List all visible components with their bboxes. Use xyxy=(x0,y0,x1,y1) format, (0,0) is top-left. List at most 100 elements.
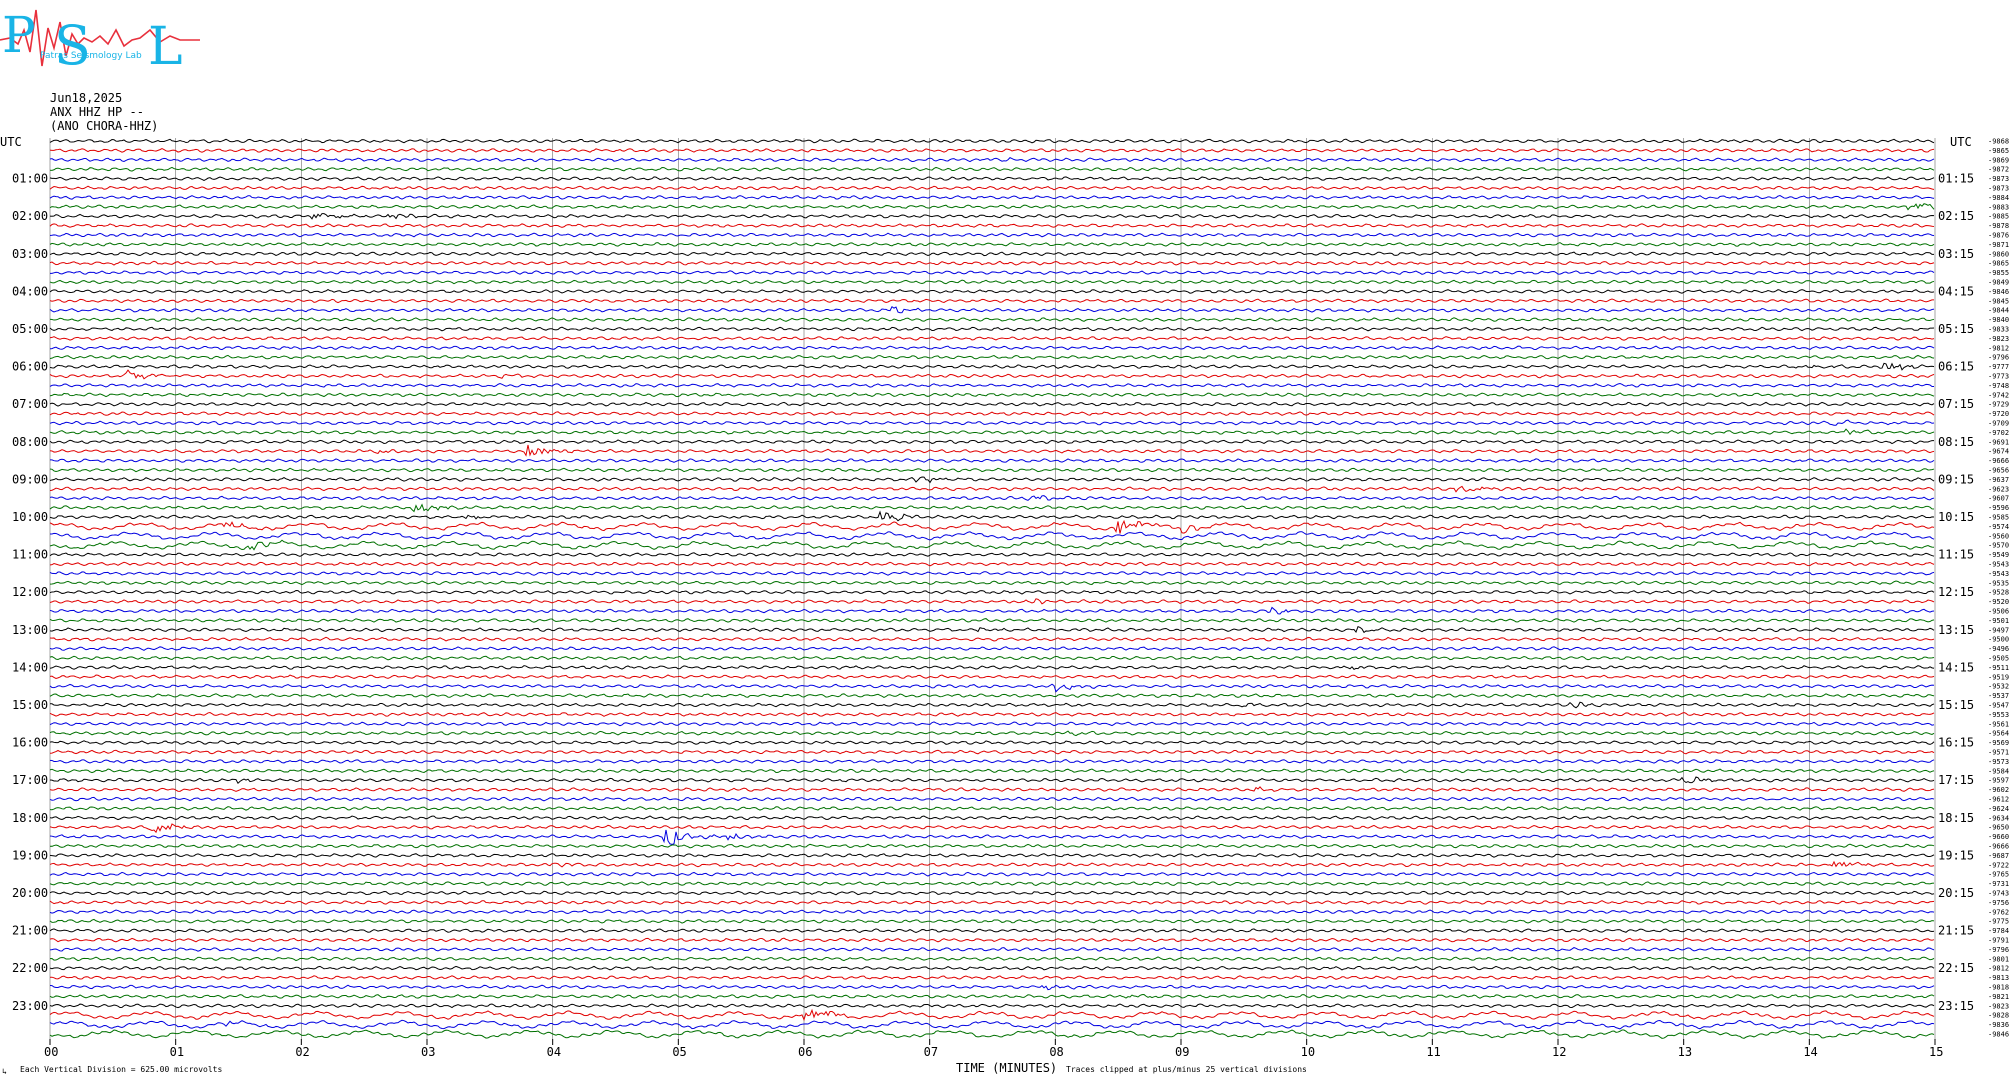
trace-value-label: -9756 xyxy=(1988,899,2009,907)
trace-value-label: -9571 xyxy=(1988,749,2009,757)
trace-value-label: -9505 xyxy=(1988,655,2009,663)
trace-value-label: -9860 xyxy=(1988,250,2009,258)
trace-value-label: -9821 xyxy=(1988,993,2009,1001)
trace-74 xyxy=(49,829,1935,845)
trace-value-label: -9845 xyxy=(1988,297,2009,305)
trace-3 xyxy=(49,166,1935,172)
trace-14 xyxy=(49,270,1935,275)
trace-7 xyxy=(49,203,1935,211)
trace-value-label: -9709 xyxy=(1988,420,2009,428)
trace-4 xyxy=(49,176,1935,181)
x-tick-label: 02 xyxy=(295,1045,309,1059)
trace-value-label: -9602 xyxy=(1988,786,2009,794)
trace-67 xyxy=(49,768,1935,774)
left-hour-label: 12:00 xyxy=(12,585,48,599)
trace-value-label: -9775 xyxy=(1988,918,2009,926)
trace-value-label: -9687 xyxy=(1988,852,2009,860)
trace-value-label: -9720 xyxy=(1988,410,2009,418)
left-hour-label: 09:00 xyxy=(12,472,48,486)
left-hour-label: 15:00 xyxy=(12,698,48,712)
trace-value-label: -9823 xyxy=(1988,1002,2009,1010)
right-hour-labels: 01:15 02:15 03:15 04:15 05:15 06:15 07:15 08:15… xyxy=(1938,172,1974,1013)
left-hour-label: 03:00 xyxy=(12,247,48,261)
right-hour-label: 15:15 xyxy=(1938,698,1974,712)
right-utc-title: UTC xyxy=(1950,135,1972,149)
header-date: Jun18,2025 xyxy=(50,91,123,105)
trace-value-label: -9560 xyxy=(1988,532,2009,540)
right-hour-label: 19:15 xyxy=(1938,848,1974,862)
left-hour-label: 11:00 xyxy=(12,548,48,562)
logo-seismic-trace xyxy=(0,9,200,67)
trace-11 xyxy=(49,242,1935,247)
trace-value-label: -9702 xyxy=(1988,429,2009,437)
trace-58 xyxy=(49,683,1935,693)
left-hour-label: 02:00 xyxy=(12,209,48,223)
trace-value-label: -9528 xyxy=(1988,589,2009,597)
trace-value-label: -9564 xyxy=(1988,730,2009,738)
trace-value-label: -9722 xyxy=(1988,861,2009,869)
trace-55 xyxy=(49,655,1935,661)
trace-69 xyxy=(49,786,1935,792)
trace-value-label: -9553 xyxy=(1988,711,2009,719)
trace-26 xyxy=(49,382,1935,388)
trace-35 xyxy=(49,467,1935,473)
trace-59 xyxy=(49,693,1935,699)
trace-value-label: -9650 xyxy=(1988,824,2009,832)
trace-61 xyxy=(49,712,1935,717)
trace-value-label: -9777 xyxy=(1988,363,2009,371)
left-hour-label: 20:00 xyxy=(12,886,48,900)
trace-62 xyxy=(49,721,1935,727)
left-hour-label: 23:00 xyxy=(12,999,48,1013)
trace-value-label: -9624 xyxy=(1988,805,2009,813)
trace-50 xyxy=(49,606,1935,615)
trace-value-label: -9543 xyxy=(1988,570,2009,578)
trace-87 xyxy=(49,956,1935,962)
trace-value-label: -9561 xyxy=(1988,720,2009,728)
x-tick-label: 15 xyxy=(1929,1045,1943,1059)
trace-value-label: -9865 xyxy=(1988,260,2009,268)
trace-51 xyxy=(49,618,1935,623)
trace-value-label: -9585 xyxy=(1988,514,2009,522)
trace-8 xyxy=(49,213,1935,220)
trace-53 xyxy=(49,636,1935,642)
trace-1 xyxy=(49,147,1935,153)
trace-value-label: -9873 xyxy=(1988,185,2009,193)
trace-15 xyxy=(49,279,1935,285)
left-hour-label: 08:00 xyxy=(12,435,48,449)
trace-value-label: -9828 xyxy=(1988,1012,2009,1020)
trace-value-label: -9823 xyxy=(1988,335,2009,343)
trace-92 xyxy=(49,1003,1935,1009)
right-hour-label: 07:15 xyxy=(1938,397,1974,411)
trace-38 xyxy=(49,495,1935,501)
trace-86 xyxy=(49,947,1935,952)
trace-value-label: -9796 xyxy=(1988,354,2009,362)
trace-value-label: -9884 xyxy=(1988,194,2009,202)
right-hour-label: 14:15 xyxy=(1938,660,1974,674)
trace-79 xyxy=(49,881,1935,886)
left-hour-labels: 01:00 02:00 03:00 04:00 05:00 06:00 07:00 08:00… xyxy=(12,172,48,1013)
trace-10 xyxy=(49,232,1935,238)
trace-value-label: -9511 xyxy=(1988,664,2009,672)
trace-0 xyxy=(49,138,1935,144)
trace-value-label: -9743 xyxy=(1988,890,2009,898)
trace-value-label: -9656 xyxy=(1988,467,2009,475)
trace-76 xyxy=(49,853,1935,858)
trace-47 xyxy=(49,580,1935,586)
right-hour-label: 11:15 xyxy=(1938,548,1974,562)
trace-25 xyxy=(49,369,1935,380)
trace-value-label: -9813 xyxy=(1988,974,2009,982)
trace-value-label: -9691 xyxy=(1988,438,2009,446)
trace-84 xyxy=(49,928,1935,934)
left-hour-label: 19:00 xyxy=(12,848,48,862)
logo-letter-p: P xyxy=(2,6,36,64)
right-hour-label: 18:15 xyxy=(1938,811,1974,825)
trace-value-label: -9878 xyxy=(1988,222,2009,230)
trace-9 xyxy=(49,223,1935,228)
right-hour-label: 13:15 xyxy=(1938,623,1974,637)
trace-value-label: -9762 xyxy=(1988,908,2009,916)
trace-23 xyxy=(49,354,1935,360)
right-hour-label: 21:15 xyxy=(1938,924,1974,938)
trace-18 xyxy=(49,306,1935,314)
trace-value-label: -9873 xyxy=(1988,175,2009,183)
trace-value-label: -9849 xyxy=(1988,279,2009,287)
